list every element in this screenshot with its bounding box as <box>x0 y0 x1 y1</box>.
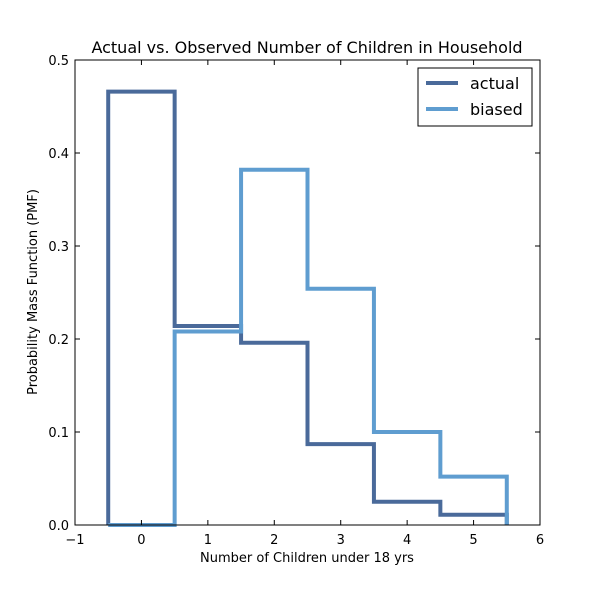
series-line-actual <box>106 89 509 525</box>
chart-title: Actual vs. Observed Number of Children i… <box>91 38 522 57</box>
x-axis-label: Number of Children under 18 yrs <box>200 551 414 566</box>
y-tick-label: 0.5 <box>48 54 69 69</box>
legend-label-actual: actual <box>470 74 519 93</box>
legend-label-biased: biased <box>470 100 523 119</box>
plot-area <box>106 89 509 527</box>
y-tick-label: 0.4 <box>48 147 69 162</box>
y-tick-label: 0.3 <box>48 240 69 255</box>
x-tick-label: 6 <box>536 533 544 548</box>
x-tick-label: 1 <box>204 533 212 548</box>
x-tick-label: 0 <box>137 533 145 548</box>
y-tick-label: 0.2 <box>48 333 69 348</box>
series-line-biased <box>108 167 509 527</box>
legend-box <box>417 67 533 127</box>
x-tick-label: 3 <box>337 533 345 548</box>
plot-frame <box>74 59 541 526</box>
x-tick-label: −1 <box>65 533 84 548</box>
x-tick-label: 4 <box>403 533 411 548</box>
y-tick-label: 0.0 <box>48 519 69 534</box>
y-tick-label: 0.1 <box>48 426 69 441</box>
legend: actual biased <box>417 67 533 127</box>
axis-ticks: −1 0 1 2 3 4 5 6 0.0 0.1 0.2 0.3 0.4 0.5 <box>48 54 544 548</box>
x-tick-label: 2 <box>270 533 278 548</box>
y-axis-label: Probability Mass Function (PMF) <box>26 189 41 395</box>
x-tick-label: 5 <box>469 533 477 548</box>
